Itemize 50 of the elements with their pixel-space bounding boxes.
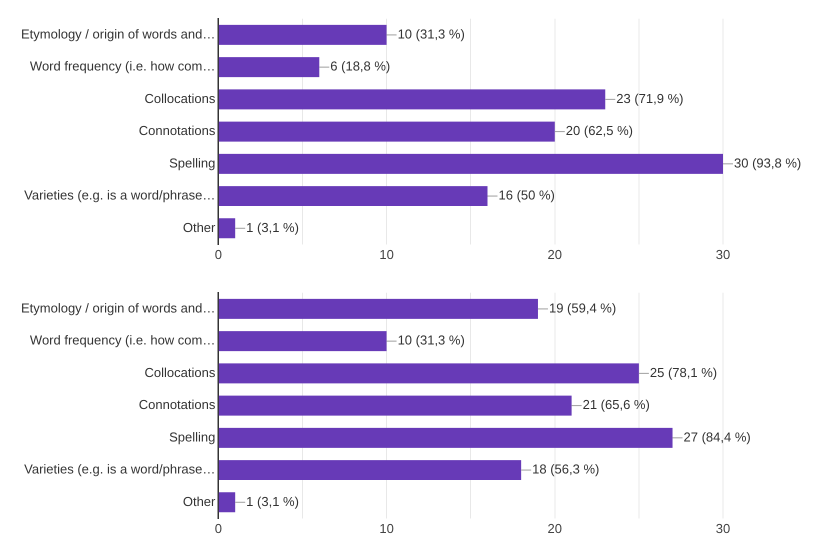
y-tick-label: Collocations xyxy=(144,90,216,106)
x-tick-label: 10 xyxy=(379,520,394,536)
y-tick-label: Collocations xyxy=(144,364,216,380)
bar xyxy=(218,363,639,384)
data-label: 10 (31,3 %) xyxy=(398,26,465,42)
x-tick-label: 20 xyxy=(548,246,562,262)
data-label: 23 (71,9 %) xyxy=(616,90,684,106)
x-tick-label: 30 xyxy=(716,520,730,536)
data-label: 19 (59,4 %) xyxy=(548,300,616,316)
y-tick-label: Etymology / origin of words and… xyxy=(20,300,216,316)
bar xyxy=(218,331,387,352)
bar xyxy=(218,186,488,206)
data-label: 20 (62,5 %) xyxy=(566,123,633,138)
data-label: 6 (18,8 %) xyxy=(330,58,390,74)
y-tick-label: Connotations xyxy=(138,123,216,138)
y-tick-label: Varieties (e.g. is a word/phrase… xyxy=(24,462,216,477)
y-tick-label: Spelling xyxy=(169,429,216,444)
data-label: 18 (56,3 %) xyxy=(532,462,600,477)
x-tick-label: 0 xyxy=(214,246,222,262)
x-tick-label: 0 xyxy=(214,520,222,536)
data-label: 1 (3,1 %) xyxy=(246,494,299,509)
x-tick-label: 20 xyxy=(548,520,562,536)
y-tick-label: Word frequency (i.e. how com… xyxy=(30,332,216,348)
data-label: 27 (84,4 %) xyxy=(684,429,751,444)
y-tick-label: Etymology / origin of words and… xyxy=(20,26,216,42)
bar xyxy=(218,154,723,174)
bar xyxy=(218,57,320,78)
bar xyxy=(218,460,522,480)
y-tick-label: Spelling xyxy=(169,155,216,170)
y-tick-label: Other xyxy=(182,494,216,509)
data-label: 25 (78,1 %) xyxy=(650,364,718,380)
bar xyxy=(218,218,236,238)
bar xyxy=(218,428,673,448)
data-label: 16 (50 %) xyxy=(498,188,555,203)
y-tick-label: Word frequency (i.e. how com… xyxy=(30,58,216,74)
bar xyxy=(218,89,606,110)
data-label: 1 (3,1 %) xyxy=(246,220,299,235)
bar xyxy=(218,122,555,142)
data-label: 21 (65,6 %) xyxy=(582,397,650,412)
bar xyxy=(218,492,236,512)
bar xyxy=(218,396,572,416)
bar xyxy=(218,298,538,319)
data-label: 30 (93,8 %) xyxy=(734,155,802,170)
y-tick-label: Other xyxy=(182,220,216,235)
x-tick-label: 10 xyxy=(379,246,394,262)
x-tick-label: 30 xyxy=(716,246,730,262)
bar xyxy=(218,24,387,45)
y-tick-label: Connotations xyxy=(138,397,216,412)
y-tick-label: Varieties (e.g. is a word/phrase… xyxy=(24,188,216,203)
data-label: 10 (31,3 %) xyxy=(398,332,465,348)
